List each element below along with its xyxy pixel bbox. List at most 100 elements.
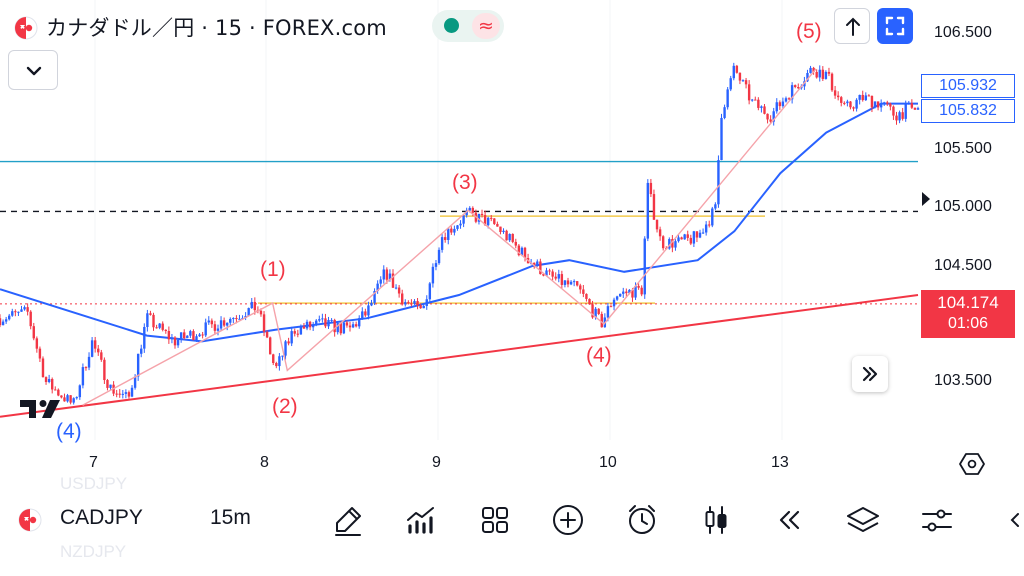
candle-body xyxy=(115,393,118,395)
candle-body xyxy=(815,71,818,78)
settings-sliders-icon xyxy=(922,509,952,532)
candle-body xyxy=(121,393,125,395)
candle-body xyxy=(775,102,778,112)
interval-selector[interactable]: 15m xyxy=(210,506,251,529)
candle-body xyxy=(824,71,828,79)
symbol-title[interactable]: カナダドル／円 · 15 · FOREX.com xyxy=(46,16,387,40)
fullscreen-button[interactable] xyxy=(877,8,913,44)
candle-body xyxy=(698,232,702,238)
candle-body xyxy=(124,392,128,394)
candle-body xyxy=(293,331,296,334)
replay-rewind-icon xyxy=(779,510,800,530)
price-chart[interactable] xyxy=(0,0,1024,490)
add-button[interactable] xyxy=(548,500,588,540)
candle-body xyxy=(1,321,5,326)
symbol-selector[interactable]: CADJPY xyxy=(60,506,143,529)
candle-body xyxy=(523,247,527,258)
candle-body xyxy=(717,160,720,205)
candle-body xyxy=(397,287,401,294)
time-axis-label: 10 xyxy=(599,454,617,471)
candle-body xyxy=(892,106,895,116)
candle-body xyxy=(179,332,183,340)
double-chevron-right-icon xyxy=(862,366,878,382)
candle-body xyxy=(186,335,189,339)
wave-label-3[interactable]: (3) xyxy=(452,171,478,194)
candle-body xyxy=(846,101,849,104)
candle-body xyxy=(324,318,327,327)
candle-body xyxy=(443,237,447,240)
candle-body xyxy=(143,326,146,349)
candle-body xyxy=(35,338,39,349)
candle-body xyxy=(701,232,705,234)
price-box-label: 105.932 xyxy=(921,74,1015,98)
candle-body xyxy=(339,323,342,334)
candle-body xyxy=(643,238,646,295)
candle-body xyxy=(204,322,207,336)
bottom-toolbar: USDJPY NZDJPY CADJPY 15m xyxy=(0,474,1024,576)
alerts-button[interactable] xyxy=(622,500,662,540)
object-tree-button[interactable] xyxy=(843,500,883,540)
candles-icon xyxy=(705,506,727,534)
candle-body xyxy=(41,358,45,378)
candle-body xyxy=(649,182,653,195)
wave-label-5[interactable]: (5) xyxy=(796,20,822,43)
candle-body xyxy=(732,65,735,79)
indicators-button[interactable] xyxy=(401,500,441,540)
candle-body xyxy=(213,324,217,331)
drawing-tools-button[interactable] xyxy=(328,500,368,540)
candle-body xyxy=(499,226,502,232)
candle-body xyxy=(886,102,889,104)
candle-body xyxy=(714,204,717,209)
candle-body xyxy=(373,291,376,303)
candle-body xyxy=(612,299,616,307)
candle-body xyxy=(674,241,677,248)
candle-body xyxy=(517,245,521,256)
candle-body xyxy=(189,331,192,336)
candle-body xyxy=(751,99,754,101)
collapse-legend-button[interactable] xyxy=(8,50,58,90)
chart-type-button[interactable] xyxy=(696,500,736,540)
candle-body xyxy=(431,266,435,284)
candle-body xyxy=(784,98,788,102)
candle-body xyxy=(222,320,226,326)
candle-body xyxy=(416,301,419,306)
wave-label-4[interactable]: (4) xyxy=(586,344,612,367)
candle-body xyxy=(394,287,398,289)
candle-body xyxy=(272,354,275,364)
candle-body xyxy=(459,223,462,226)
time-axis-label: 7 xyxy=(89,454,98,471)
candle-body xyxy=(287,341,290,344)
candle-body xyxy=(852,107,855,109)
candle-body xyxy=(658,229,662,237)
candle-body xyxy=(447,228,450,240)
candle-body xyxy=(468,207,471,211)
candle-body xyxy=(849,101,852,108)
candle-body xyxy=(265,331,269,338)
candle-body xyxy=(38,348,42,359)
candle-body xyxy=(704,224,708,233)
market-status-pill[interactable]: ≈ xyxy=(432,10,504,42)
indicators-icon xyxy=(407,507,434,534)
drawing-pen-icon xyxy=(335,507,361,536)
settings-button[interactable] xyxy=(917,500,957,540)
replay-button[interactable] xyxy=(769,500,809,540)
candle-body xyxy=(754,99,757,101)
candle-body xyxy=(628,289,631,294)
candle-body xyxy=(4,319,8,322)
scroll-to-realtime-button[interactable] xyxy=(852,356,888,392)
candle-body xyxy=(268,337,272,355)
wave-label-1[interactable]: (1) xyxy=(260,258,286,281)
layout-button[interactable] xyxy=(475,500,515,540)
candle-body xyxy=(591,304,594,318)
candle-body xyxy=(477,213,481,222)
candle-body xyxy=(496,223,499,227)
candle-body xyxy=(75,397,78,399)
candle-body xyxy=(576,281,579,286)
scroll-up-button[interactable] xyxy=(834,8,870,44)
hexagon-settings-icon[interactable] xyxy=(958,450,986,478)
toolbar-more-button[interactable] xyxy=(1004,508,1024,532)
layers-icon xyxy=(847,507,879,532)
wave-label-4-previous[interactable]: (4) xyxy=(56,420,82,443)
price-box-label: 105.832 xyxy=(921,99,1015,123)
wave-label-2[interactable]: (2) xyxy=(272,395,298,418)
